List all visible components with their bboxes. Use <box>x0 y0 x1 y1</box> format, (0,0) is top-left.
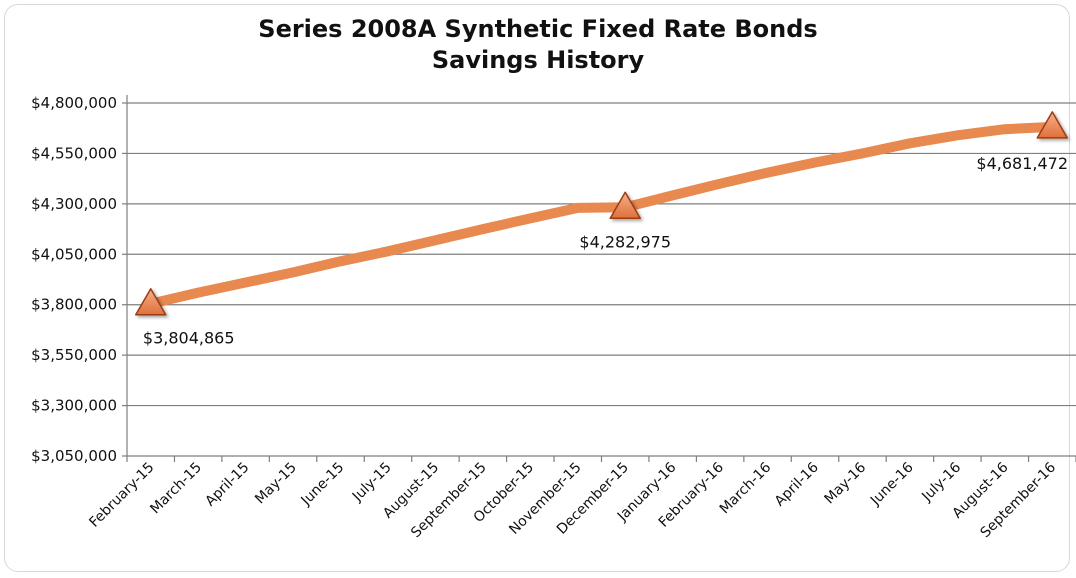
series-line <box>145 121 1058 309</box>
y-tick-label: $3,050,000 <box>31 447 117 465</box>
y-tick-label: $3,550,000 <box>31 346 117 364</box>
x-tick-label: April-16 <box>772 459 822 509</box>
chart-subtitle: Savings History <box>431 46 645 74</box>
x-tick-label: July-15 <box>349 460 395 506</box>
x-tick-label: April-15 <box>202 460 252 510</box>
x-tick-label: May-15 <box>252 460 300 508</box>
data-marker <box>609 191 641 220</box>
x-tick-label: June-15 <box>298 460 348 510</box>
y-tick-label: $3,300,000 <box>31 397 117 415</box>
y-tick-label: $4,800,000 <box>31 94 117 112</box>
x-tick-label: May-16 <box>822 459 870 507</box>
data-marker <box>1036 111 1069 139</box>
x-tick-label: February-15 <box>86 460 157 531</box>
x-tick-label: March-15 <box>147 460 205 518</box>
y-tick-label: $4,550,000 <box>31 144 117 162</box>
y-tick-label: $4,050,000 <box>31 245 117 263</box>
data-label: $4,681,472 <box>976 154 1068 173</box>
chart-title: Series 2008A Synthetic Fixed Rate Bonds <box>258 15 818 43</box>
data-label: $3,804,865 <box>143 329 235 348</box>
x-tick-label: March-16 <box>717 459 775 517</box>
data-label: $4,282,975 <box>579 232 671 251</box>
y-tick-label: $4,300,000 <box>31 195 117 213</box>
chart-frame <box>4 4 1070 572</box>
y-tick-label: $3,800,000 <box>31 296 117 314</box>
data-marker <box>134 287 167 316</box>
x-tick-label: June-16 <box>867 459 917 509</box>
x-tick-label: July-16 <box>918 459 964 505</box>
